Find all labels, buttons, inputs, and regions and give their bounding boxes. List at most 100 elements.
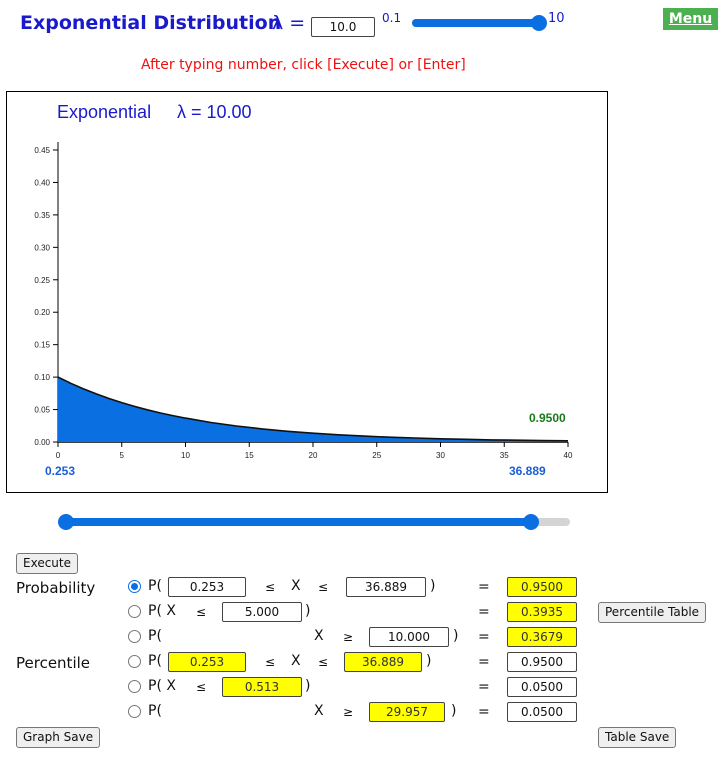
radio-probability-greater[interactable]	[128, 630, 141, 643]
pct-row1-le2: ≤	[318, 655, 329, 669]
pct-row3-open: P(	[148, 703, 162, 719]
prob-row1-lower-input[interactable]	[168, 577, 246, 597]
prob-row3-result	[507, 627, 577, 647]
prob-row2-le: ≤	[196, 605, 207, 619]
prob-row3-x: X	[314, 628, 324, 644]
prob-row1-le2: ≤	[318, 580, 329, 594]
lambda-label: λ =	[272, 12, 306, 34]
pct-row3-value-result	[369, 702, 445, 722]
pct-row2-equals: =	[478, 679, 490, 695]
x-tick-label: 35	[500, 451, 509, 460]
y-tick-label: 0.05	[34, 406, 50, 415]
y-tick-label: 0.15	[34, 341, 50, 350]
y-tick-label: 0.25	[34, 276, 50, 285]
pct-row1-le1: ≤	[265, 655, 276, 669]
percentile-table-button[interactable]: Percentile Table	[598, 602, 707, 623]
pct-row3-prob-input[interactable]	[507, 702, 577, 722]
prob-row3-ge: ≥	[343, 630, 354, 644]
x-tick-label: 15	[245, 451, 254, 460]
lower-bound-label: 0.253	[45, 464, 75, 478]
pct-row3-close: )	[451, 703, 457, 719]
execute-button[interactable]: Execute	[16, 553, 78, 574]
y-tick-label: 0.40	[34, 178, 50, 187]
graph-save-button[interactable]: Graph Save	[16, 727, 101, 748]
pct-row3-ge: ≥	[343, 705, 354, 719]
pct-row2-value-result	[222, 677, 302, 697]
y-tick-label: 0.45	[34, 146, 50, 155]
pct-row1-x: X	[291, 653, 301, 669]
range-slider-fill	[66, 518, 531, 526]
prob-row2-result	[507, 602, 577, 622]
radio-percentile-less[interactable]	[128, 680, 141, 693]
radio-percentile-greater[interactable]	[128, 705, 141, 718]
prob-row1-open: P(	[148, 578, 162, 594]
upper-bound-label: 36.889	[509, 464, 546, 478]
lambda-slider-fill	[412, 19, 539, 27]
pct-row2-le: ≤	[196, 680, 207, 694]
x-tick-label: 0	[56, 451, 61, 460]
prob-row3-equals: =	[478, 629, 490, 645]
graph-title-distribution: Exponential	[57, 102, 151, 122]
pct-row3-equals: =	[478, 704, 490, 720]
y-tick-label: 0.10	[34, 373, 50, 382]
radio-probability-between[interactable]	[128, 580, 141, 593]
y-tick-label: 0.30	[34, 243, 50, 252]
pct-row2-open: P( X	[148, 678, 176, 694]
x-tick-label: 40	[564, 451, 573, 460]
y-tick-label: 0.00	[34, 438, 50, 447]
range-slider-lower-thumb[interactable]	[58, 514, 75, 530]
pct-row1-equals: =	[478, 654, 490, 670]
prob-row2-open: P( X	[148, 603, 176, 619]
lambda-slider-min-label: 0.1	[382, 11, 402, 25]
prob-row3-value-input[interactable]	[369, 627, 449, 647]
x-tick-label: 20	[309, 451, 318, 460]
pct-row1-upper-result	[344, 652, 422, 672]
pct-row1-close: )	[426, 653, 432, 669]
prob-row1-equals: =	[478, 579, 490, 595]
prob-row1-close: )	[430, 578, 436, 594]
prob-row3-close: )	[453, 628, 459, 644]
prob-row2-equals: =	[478, 604, 490, 620]
probability-section-label: Probability	[16, 579, 96, 597]
range-slider[interactable]	[58, 514, 570, 530]
distribution-graph: Exponential λ = 10.00 0.00 0.05 0.10 0.15 0.…	[6, 91, 608, 493]
graph-title-lambda: λ = 10.00	[177, 102, 252, 122]
shaded-area	[58, 377, 568, 442]
prob-row2-close: )	[305, 603, 311, 619]
y-tick-label: 0.35	[34, 211, 50, 220]
y-tick-label: 0.20	[34, 308, 50, 317]
x-tick-label: 30	[436, 451, 445, 460]
pct-row2-close: )	[305, 678, 311, 694]
x-tick-label: 10	[181, 451, 190, 460]
prob-row1-x: X	[291, 578, 301, 594]
x-tick-label: 5	[120, 451, 125, 460]
percentile-section-label: Percentile	[16, 654, 91, 672]
prob-row2-value-input[interactable]	[222, 602, 302, 622]
prob-row1-le1: ≤	[265, 580, 276, 594]
y-axis: 0.00 0.05 0.10 0.15 0.20 0.25 0.30 0.35 0.40 0.45	[34, 142, 59, 447]
pct-row1-prob-input[interactable]	[507, 652, 577, 672]
lambda-slider[interactable]	[412, 15, 547, 31]
distribution-chart: Exponential λ = 10.00 0.000.050.100.150.…	[34, 102, 573, 478]
lambda-input[interactable]	[311, 17, 375, 37]
pct-row3-x: X	[314, 703, 324, 719]
area-probability-label: 0.9500	[529, 411, 566, 425]
range-slider-upper-thumb[interactable]	[522, 514, 539, 530]
prob-row1-result	[507, 577, 577, 597]
table-save-button[interactable]: Table Save	[598, 727, 677, 748]
x-tick-label: 25	[372, 451, 381, 460]
density-curve	[57, 376, 569, 442]
radio-percentile-between[interactable]	[128, 655, 141, 668]
page-title: Exponential Distribution	[20, 12, 282, 34]
x-axis: 0 5 10 15 20 25 30 35 40	[56, 441, 573, 460]
lambda-slider-max-label: 10	[548, 11, 565, 26]
pct-row1-lower-result	[168, 652, 246, 672]
pct-row1-open: P(	[148, 653, 162, 669]
prob-row3-open: P(	[148, 628, 162, 644]
menu-button[interactable]: Menu	[663, 8, 718, 30]
prob-row1-upper-input[interactable]	[346, 577, 426, 597]
lambda-slider-thumb[interactable]	[531, 15, 547, 31]
radio-probability-less[interactable]	[128, 605, 141, 618]
pct-row2-prob-input[interactable]	[507, 677, 577, 697]
instruction-text: After typing number, click [Execute] or …	[141, 57, 466, 73]
